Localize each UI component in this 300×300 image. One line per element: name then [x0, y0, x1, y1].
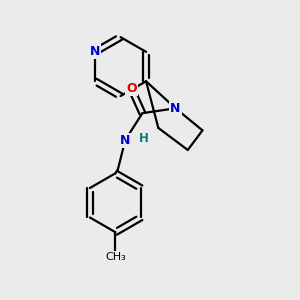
Text: H: H: [139, 133, 148, 146]
Text: CH₃: CH₃: [105, 252, 126, 262]
Text: N: N: [90, 45, 100, 58]
Text: N: N: [120, 134, 130, 147]
Text: O: O: [126, 82, 136, 95]
Text: N: N: [170, 102, 181, 115]
